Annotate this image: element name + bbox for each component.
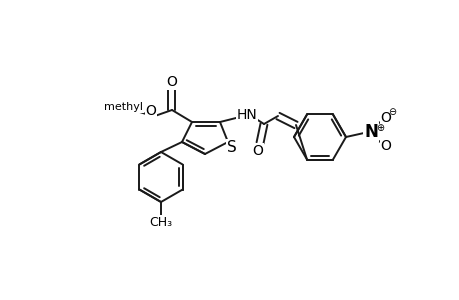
Text: O: O — [252, 144, 263, 158]
Text: HN: HN — [236, 108, 257, 122]
Text: O: O — [380, 139, 391, 153]
Text: S: S — [227, 140, 236, 154]
Text: N: N — [363, 123, 377, 141]
Text: O: O — [166, 75, 177, 89]
Text: CH₃: CH₃ — [149, 215, 172, 229]
Text: ⊖: ⊖ — [387, 107, 395, 117]
Text: methyl: methyl — [104, 102, 143, 112]
Text: O: O — [145, 104, 156, 118]
Text: O: O — [380, 111, 391, 125]
Text: ⊕: ⊕ — [375, 123, 383, 133]
